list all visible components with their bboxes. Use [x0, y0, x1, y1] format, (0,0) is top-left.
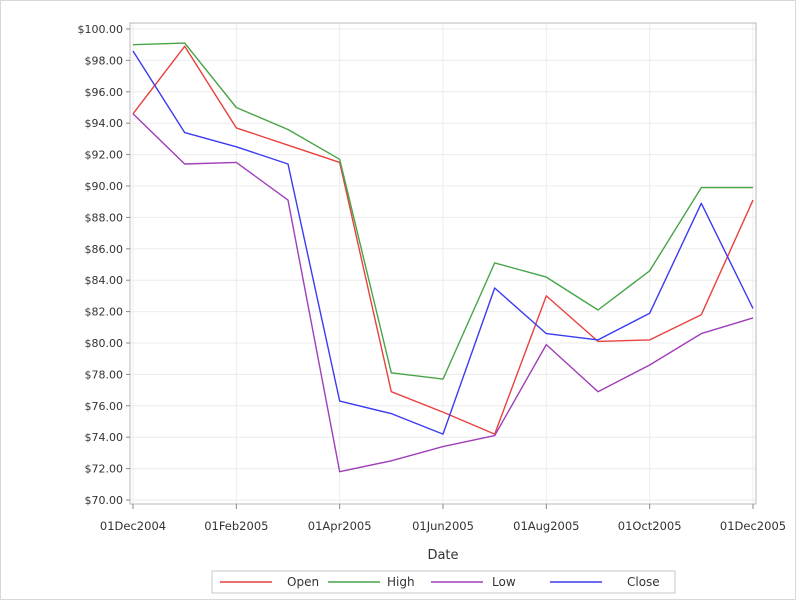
y-tick-label: $94.00 — [85, 117, 124, 130]
legend-label-low: Low — [492, 575, 516, 589]
y-tick-label: $70.00 — [85, 494, 124, 507]
x-axis-label: Date — [427, 548, 458, 563]
series-line-low — [132, 113, 754, 473]
legend-label-open: Open — [287, 575, 319, 589]
y-tick-label: $72.00 — [85, 463, 124, 476]
y-tick-label: $100.00 — [78, 23, 124, 36]
series-line-close — [132, 50, 754, 435]
y-tick-label: $80.00 — [85, 337, 124, 350]
y-tick-label: $78.00 — [85, 368, 124, 381]
x-tick-label: 01Feb2005 — [204, 519, 268, 533]
grid — [130, 23, 756, 504]
y-tick-label: $90.00 — [85, 180, 124, 193]
x-tick-label: 01Aug2005 — [513, 519, 579, 533]
y-axis: $70.00 $72.00 $74.00 $76.00 $78.00 $80.00 $82.… — [78, 23, 130, 507]
y-tick-label: $96.00 — [85, 86, 124, 99]
y-tick-label: $74.00 — [85, 431, 124, 444]
legend-label-close: Close — [627, 575, 660, 589]
y-tick-label: $86.00 — [85, 243, 124, 256]
legend: Open High Low Close — [211, 570, 676, 594]
series-line-open — [132, 45, 754, 435]
y-tick-label: $84.00 — [85, 274, 124, 287]
series-lines — [132, 42, 754, 473]
x-tick-label: 01Apr2005 — [308, 519, 372, 533]
x-axis: 01Dec2004 01Feb2005 01Apr2005 01Jun2005 01Au… — [100, 504, 786, 533]
y-tick-label: $82.00 — [85, 306, 124, 319]
y-tick-label: $92.00 — [85, 149, 124, 162]
x-tick-label: 01Dec2005 — [720, 519, 786, 533]
y-tick-label: $88.00 — [85, 211, 124, 224]
legend-label-high: High — [387, 575, 415, 589]
x-tick-label: 01Oct2005 — [618, 519, 682, 533]
series-line-high — [132, 42, 753, 380]
x-tick-label: 01Jun2005 — [412, 519, 474, 533]
y-tick-label: $76.00 — [85, 400, 124, 413]
x-tick-label: 01Dec2004 — [100, 519, 166, 533]
y-tick-label: $98.00 — [85, 54, 124, 67]
